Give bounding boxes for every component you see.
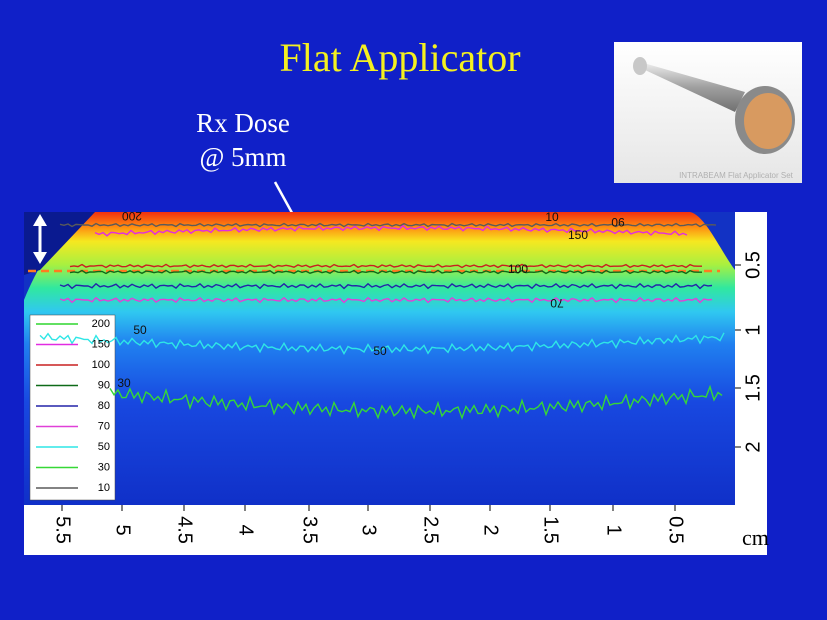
arrow-head (33, 214, 47, 226)
contour-line (69, 269, 702, 275)
lateral-tick-label: 4 (235, 524, 257, 535)
legend-label: 200 (92, 318, 110, 330)
depth-tick-label: 2 (742, 441, 764, 452)
legend-label: 150 (92, 338, 110, 350)
contour-line (69, 263, 702, 269)
contour-label: 90 (611, 215, 625, 229)
slide-title: Flat Applicator (279, 35, 520, 80)
lateral-tick-label: 2 (480, 524, 502, 535)
contour-label: 200 (122, 209, 142, 223)
applicator-end (633, 57, 647, 75)
legend-label: 80 (98, 400, 110, 412)
contour-label: 30 (117, 376, 131, 390)
contour-label: 70 (550, 296, 564, 310)
lateral-tick-label: 3 (358, 524, 380, 535)
lateral-tick-label: 3.5 (299, 516, 321, 544)
contour-label: 10 (545, 210, 559, 224)
legend-label: 90 (98, 379, 110, 391)
contour-line (59, 222, 717, 228)
lateral-tick-label: 5.5 (52, 516, 74, 544)
photo: INTRABEAM Flat Applicator Set (614, 42, 802, 183)
lateral-tick-label: 5 (112, 524, 134, 535)
depth-tick-label: 1.5 (742, 374, 764, 402)
contour-line (39, 332, 725, 356)
photo-caption: INTRABEAM Flat Applicator Set (679, 171, 794, 180)
contour-label: 100 (508, 262, 528, 276)
contour-line (109, 384, 723, 420)
arrow-head (33, 252, 47, 264)
legend-label: 70 (98, 420, 110, 432)
legend-box (29, 314, 116, 501)
contour-label: 50 (373, 344, 387, 358)
legend-label: 30 (98, 461, 110, 473)
annotation-line: @ 5mm (199, 142, 286, 172)
contour-line (59, 282, 713, 290)
lateral-tick-label: 1.5 (540, 516, 562, 544)
legend-label: 10 (98, 482, 110, 494)
axis-unit: cm (742, 525, 769, 550)
contour-label: 150 (568, 228, 588, 242)
legend-label: 100 (92, 359, 110, 371)
contour-line (59, 296, 713, 304)
depth-tick-label: 0.5 (742, 251, 764, 279)
lateral-tick-label: 0.5 (665, 516, 687, 544)
contour-line (94, 224, 688, 237)
lateral-tick-label: 1 (603, 524, 625, 535)
legend-label: 50 (98, 441, 110, 453)
lateral-tick-label: 2.5 (420, 516, 442, 544)
contour-label: 50 (133, 323, 147, 337)
lateral-tick-label: 4.5 (174, 516, 196, 544)
annotation-line: Rx Dose (196, 108, 290, 138)
depth-tick-label: 1 (742, 324, 764, 335)
applicator-shaft (640, 62, 745, 112)
applicator-face (744, 93, 792, 149)
dose-field (24, 212, 735, 505)
